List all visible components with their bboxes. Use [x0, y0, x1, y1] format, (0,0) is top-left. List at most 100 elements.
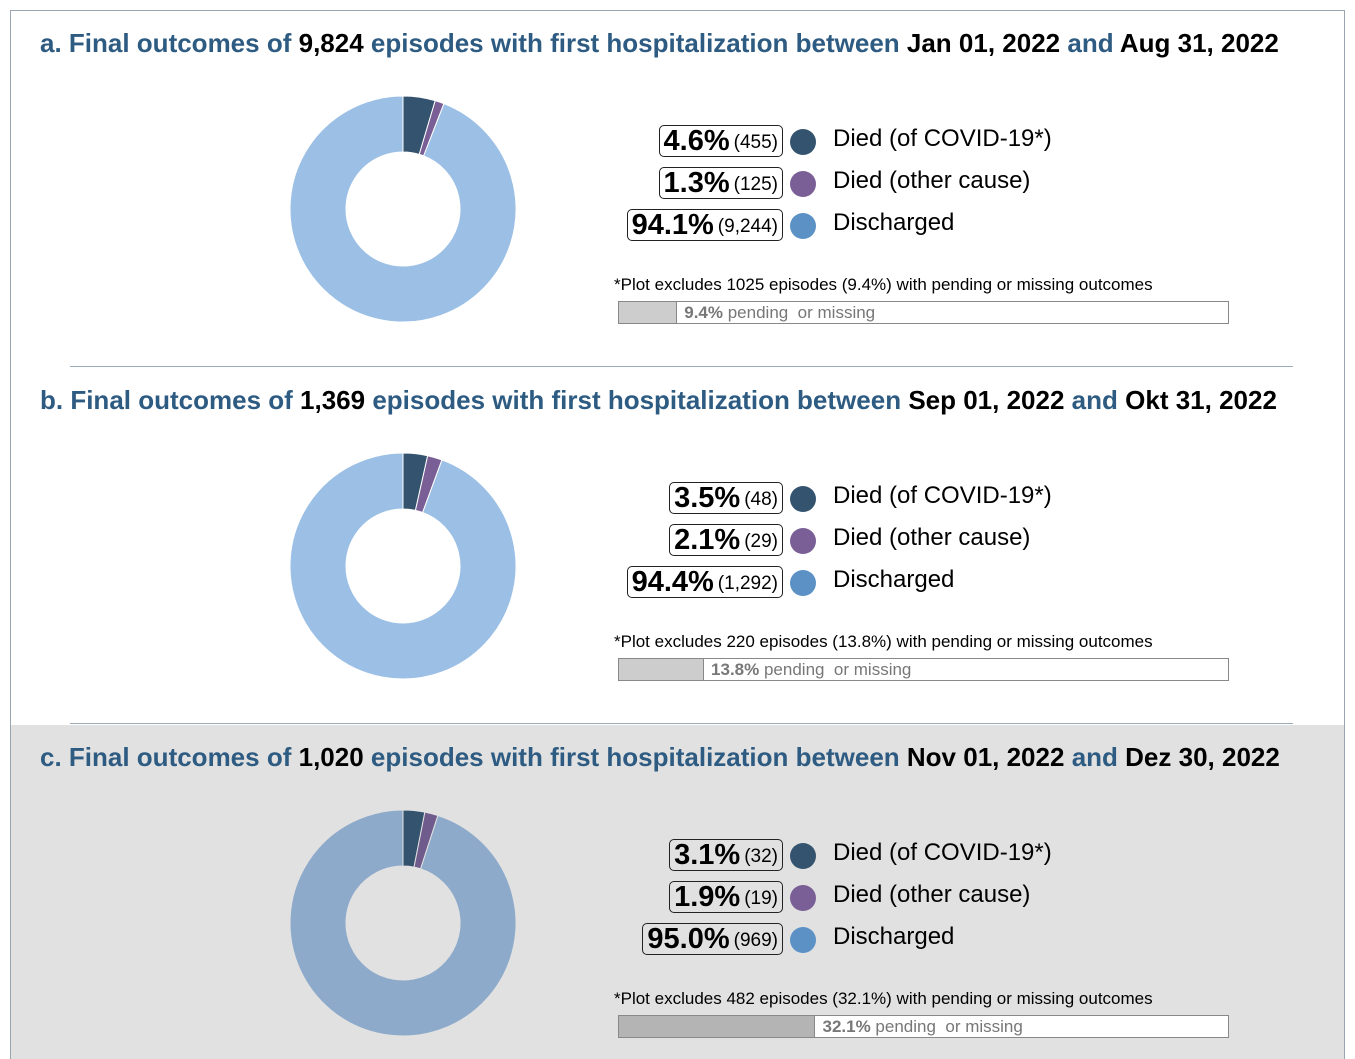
legend-dot [790, 843, 816, 869]
percent-label: 94.1% [631, 208, 714, 241]
panel-title: c. Final outcomes of 1,020 episodes with… [40, 741, 1330, 774]
separator [70, 366, 1293, 367]
donut-chart [289, 809, 517, 1037]
footnote: *Plot excludes 482 episodes (32.1%) with… [614, 989, 1153, 1008]
value-box: 4.6% (455) [658, 124, 783, 157]
legend-dot [790, 171, 816, 197]
title-part: and [1067, 28, 1114, 58]
donut-slice [289, 452, 517, 680]
count-label: (1,292) [717, 573, 778, 594]
legend-label: Died (other cause) [833, 881, 1031, 908]
legend-row: 3.5% (48) [11, 481, 783, 515]
percent-label: 2.1% [674, 523, 741, 556]
pending-label: 9.4% [684, 303, 723, 322]
pending-bar: 32.1% pending or missing [618, 1015, 1229, 1038]
separator [70, 723, 1293, 724]
value-box: 3.1% (32) [669, 839, 783, 871]
pending-fill [619, 302, 678, 323]
footnote: *Plot excludes 1025 episodes (9.4%) with… [614, 275, 1153, 294]
legend-dot [790, 927, 816, 953]
title-part: 1,369 [300, 385, 366, 415]
footnote: *Plot excludes 220 episodes (13.8%) with… [614, 632, 1153, 651]
legend-dot [790, 486, 816, 512]
donut-slice [289, 809, 517, 1037]
legend-label: Discharged [833, 566, 955, 593]
title-part: Aug 31, 2022 [1119, 28, 1279, 58]
legend-row: 95.0% (969) [11, 922, 783, 956]
value-box: 1.3% (125) [658, 166, 783, 199]
title-part: episodes with first hospitalization betw… [370, 742, 900, 772]
legend-row: 4.6% (455) [11, 124, 783, 158]
title-part: Dez 30, 2022 [1125, 742, 1280, 772]
legend-row: 1.9% (19) [11, 880, 783, 914]
panel: a. Final outcomes of 9,824 episodes with… [11, 11, 1344, 369]
title-part: and [1071, 742, 1118, 772]
pending-caption: pending or missing [875, 1017, 1023, 1036]
legend-label: Discharged [833, 209, 955, 236]
count-label: (29) [744, 531, 778, 552]
pending-text: 13.8% pending or missing [711, 660, 911, 680]
donut-chart [289, 95, 517, 323]
pending-fill [619, 659, 705, 680]
value-box: 2.1% (29) [669, 524, 783, 556]
panel-title: a. Final outcomes of 9,824 episodes with… [40, 27, 1330, 60]
legend-dot [790, 570, 816, 596]
value-box: 95.0% (969) [642, 923, 783, 955]
value-box: 3.5% (48) [669, 482, 783, 514]
panel: c. Final outcomes of 1,020 episodes with… [11, 725, 1344, 1059]
legend-label: Died (of COVID-19*) [833, 482, 1052, 509]
count-label: (125) [733, 174, 778, 195]
pending-bar: 13.8% pending or missing [618, 658, 1229, 681]
pending-bar: 9.4% pending or missing [618, 301, 1229, 324]
legend-label: Died (of COVID-19*) [833, 839, 1052, 866]
count-label: (32) [744, 846, 778, 867]
pending-label: 13.8% [711, 660, 760, 679]
panel-title: b. Final outcomes of 1,369 episodes with… [40, 384, 1330, 417]
title-part: and [1071, 385, 1118, 415]
legend-dot [790, 129, 816, 155]
value-box: 94.4% (1,292) [626, 565, 783, 598]
pending-label: 32.1% [822, 1017, 871, 1036]
count-label: (455) [733, 132, 778, 153]
title-part: Okt 31, 2022 [1125, 385, 1277, 415]
title-part: Jan 01, 2022 [906, 28, 1061, 58]
percent-label: 95.0% [647, 922, 730, 955]
legend-row: 94.4% (1,292) [11, 565, 783, 599]
legend-row: 2.1% (29) [11, 523, 783, 557]
frame [10, 10, 1345, 1059]
legend-row: 3.1% (32) [11, 838, 783, 872]
title-part: a. Final outcomes of [40, 28, 292, 58]
pending-text: 32.1% pending or missing [822, 1017, 1022, 1037]
donut-slice [289, 95, 517, 323]
legend-dot [790, 528, 816, 554]
percent-label: 4.6% [663, 124, 730, 157]
percent-label: 3.1% [674, 838, 741, 871]
title-part: Nov 01, 2022 [906, 742, 1065, 772]
value-box: 94.1% (9,244) [626, 208, 783, 241]
percent-label: 94.4% [631, 565, 714, 598]
pending-caption: pending or missing [763, 660, 912, 679]
panel: b. Final outcomes of 1,369 episodes with… [11, 368, 1344, 726]
legend-label: Died (other cause) [833, 524, 1031, 551]
count-label: (9,244) [717, 216, 778, 237]
title-part: episodes with first hospitalization betw… [372, 385, 902, 415]
percent-label: 1.3% [663, 166, 730, 199]
percent-label: 3.5% [674, 481, 741, 514]
count-label: (48) [744, 489, 778, 510]
title-part: episodes with first hospitalization betw… [370, 28, 900, 58]
title-part: b. Final outcomes of [40, 385, 293, 415]
legend-label: Died (of COVID-19*) [833, 125, 1052, 152]
title-part: Sep 01, 2022 [908, 385, 1065, 415]
percent-label: 1.9% [674, 880, 741, 913]
legend-row: 94.1% (9,244) [11, 208, 783, 242]
pending-text: 9.4% pending or missing [684, 303, 875, 323]
legend-row: 1.3% (125) [11, 166, 783, 200]
donut-chart [289, 452, 517, 680]
legend-dot [790, 213, 816, 239]
count-label: (19) [744, 888, 778, 909]
count-label: (969) [733, 930, 778, 951]
legend-label: Discharged [833, 923, 955, 950]
legend-label: Died (other cause) [833, 167, 1031, 194]
title-part: 1,020 [298, 742, 364, 772]
